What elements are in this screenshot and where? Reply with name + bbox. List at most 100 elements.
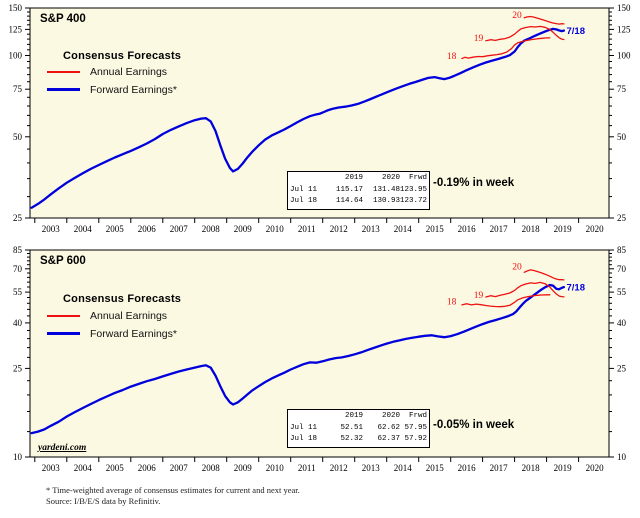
y-tick-label: 40 (617, 318, 627, 328)
annotation-label-18: 18 (447, 52, 457, 62)
y-tick-label: 70 (617, 264, 627, 274)
x-tick-label: 2020 (586, 463, 605, 473)
table-cell: 123.95 (400, 185, 428, 194)
annotation-label-7-18: 7/18 (567, 26, 586, 37)
sp600-series-forward-earnings- (30, 283, 566, 435)
sp400-series-2018-annual-estimate (461, 37, 551, 60)
sp600-series-2018-annual-estimate (461, 294, 551, 308)
y-tick-label: 70 (13, 264, 23, 274)
x-tick-label: 2014 (394, 463, 413, 473)
x-tick-label: 2011 (298, 463, 316, 473)
y-tick-label: 25 (13, 213, 23, 223)
x-tick-label: 2011 (298, 224, 316, 234)
footnote-timeweighted: * Time-weighted average of consensus est… (46, 485, 300, 495)
table-row-label: Jul 18 (290, 435, 318, 444)
table-row-label: Jul 18 (290, 197, 318, 206)
x-tick-label: 2019 (554, 224, 573, 234)
x-tick-label: 2004 (74, 463, 93, 473)
y-tick-label: 100 (9, 51, 23, 61)
x-tick-label: 2016 (458, 224, 477, 234)
table-header-2020: 2020 (381, 412, 400, 420)
sp400-legend-forward: Forward Earnings* (47, 83, 177, 96)
annotation-label-18: 18 (447, 298, 457, 308)
x-tick-label: 2017 (490, 224, 509, 234)
x-tick-label: 2009 (234, 224, 253, 234)
y-tick-label: 75 (617, 84, 627, 94)
sp400-series-forward-earnings- (30, 27, 566, 209)
annotation-label-20: 20 (512, 11, 522, 21)
sp600-legend-annual: Annual Earnings (47, 310, 167, 322)
sp600-legend-title: Consensus Forecasts (63, 293, 182, 305)
y-tick-label: 10 (13, 452, 23, 462)
annotation-label-19: 19 (474, 34, 484, 44)
y-tick-label: 125 (617, 24, 631, 34)
table-header-2019: 2019 (344, 174, 363, 182)
forward-earnings-line-swatch (47, 332, 80, 335)
table-cell: 123.72 (400, 197, 428, 206)
y-tick-label: 150 (9, 3, 23, 13)
y-tick-label: 100 (617, 51, 631, 61)
x-tick-label: 2010 (266, 463, 285, 473)
footnote-source: Source: I/B/E/S data by Refinitiv. (46, 496, 161, 506)
annotation-label-19: 19 (474, 291, 484, 301)
sp400-weekly-change: -0.19% in week (433, 177, 515, 189)
forward-earnings-label: Forward Earnings* (90, 327, 177, 340)
x-tick-label: 2003 (42, 224, 61, 234)
x-tick-label: 2008 (202, 224, 221, 234)
x-tick-label: 2005 (106, 463, 125, 473)
y-tick-label: 50 (617, 132, 627, 142)
table-cell: 114.64 (335, 197, 363, 206)
table-row-label: Jul 11 (290, 185, 318, 194)
sp400-legend-annual: Annual Earnings (47, 65, 168, 78)
y-tick-label: 25 (617, 363, 627, 373)
sp600-plot-frame (29, 249, 610, 458)
table-cell (290, 173, 326, 185)
sp400-plot-frame (29, 7, 610, 219)
x-tick-label: 2015 (426, 224, 445, 234)
x-tick-label: 2007 (170, 224, 189, 234)
y-tick-label: 150 (617, 3, 631, 13)
x-tick-label: 2020 (586, 224, 605, 234)
x-tick-label: 2015 (426, 463, 445, 473)
x-tick-label: 2006 (138, 224, 157, 234)
x-tick-label: 2013 (362, 224, 381, 234)
x-tick-label: 2012 (330, 224, 348, 234)
y-tick-label: 40 (13, 318, 23, 328)
x-tick-label: 2013 (362, 463, 381, 473)
x-tick-label: 2004 (74, 224, 93, 234)
y-tick-label: 85 (13, 245, 23, 255)
x-tick-label: 2010 (266, 224, 285, 234)
table-cell: 115.17 (335, 185, 363, 194)
table-cell: 57.92 (404, 435, 427, 444)
table-cell (290, 411, 326, 423)
x-tick-label: 2005 (106, 224, 125, 234)
y-tick-label: 75 (13, 84, 23, 94)
table-cell: 131.48 (372, 185, 400, 194)
yardeni-watermark: yardeni.com (38, 443, 87, 453)
x-tick-label: 2006 (138, 463, 157, 473)
x-tick-label: 2008 (202, 463, 221, 473)
y-tick-label: 55 (13, 287, 23, 297)
sp600-series-2020-annual-estimate (523, 269, 565, 281)
forward-earnings-label: Forward Earnings* (90, 83, 177, 96)
sp600-legend-forward: Forward Earnings* (47, 327, 177, 340)
sp400-legend-title: Consensus Forecasts (63, 50, 182, 62)
y-tick-label: 50 (13, 132, 23, 142)
x-tick-label: 2003 (42, 463, 61, 473)
sp600-series-2019-annual-estimate (485, 281, 565, 298)
sp400-estimates-table: 2019 2020 Frwd Jul 11 115.17 131.48 123.… (287, 171, 430, 210)
x-tick-label: 2007 (170, 463, 189, 473)
table-cell: 130.93 (372, 197, 400, 206)
sp400-title: S&P 400 (40, 13, 86, 25)
sp400-series-2020-annual-estimate (523, 15, 565, 25)
table-cell: 52.51 (340, 423, 363, 432)
x-tick-label: 2018 (522, 463, 541, 473)
x-tick-label: 2012 (330, 463, 348, 473)
annual-earnings-label: Annual Earnings (90, 65, 168, 78)
x-tick-label: 2017 (490, 463, 509, 473)
y-tick-label: 125 (9, 24, 23, 34)
table-header-2019: 2019 (344, 412, 363, 420)
table-header-2020: 2020 (381, 174, 400, 182)
annual-earnings-line-swatch (47, 70, 80, 73)
